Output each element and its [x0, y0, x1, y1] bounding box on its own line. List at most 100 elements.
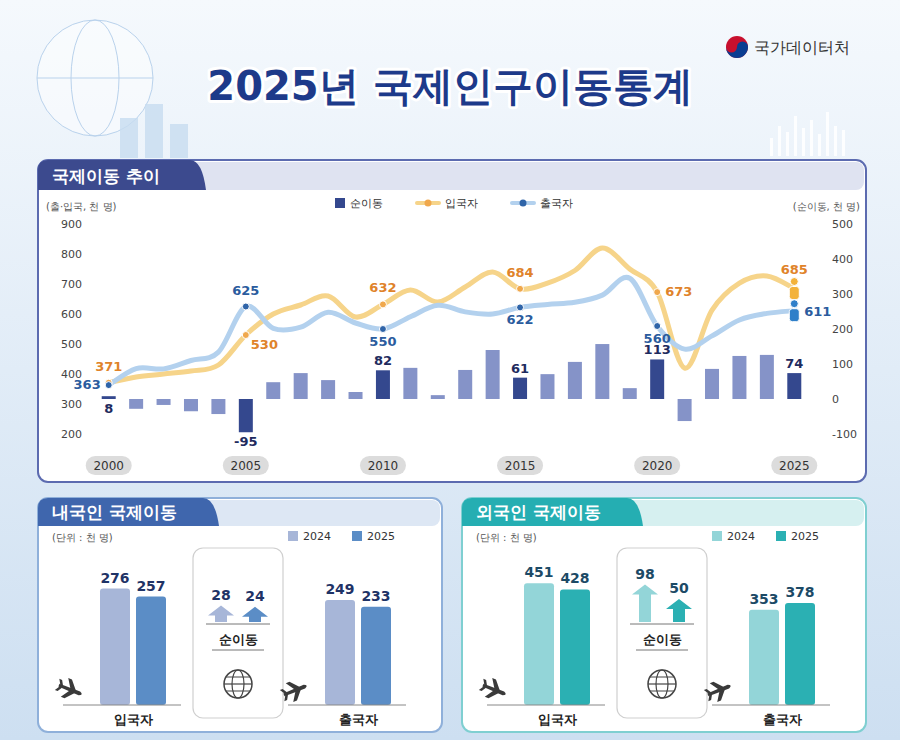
person-body — [789, 309, 799, 322]
category-label: 입국자 — [114, 712, 153, 727]
bar — [524, 583, 554, 705]
line-value-label: 632 — [369, 280, 396, 295]
x-tick-label: 2015 — [505, 459, 536, 473]
net-bar — [266, 382, 280, 399]
deco-bar — [826, 112, 829, 156]
bar-baseline — [712, 705, 830, 706]
panel — [38, 160, 866, 482]
globe-icon — [648, 670, 676, 698]
bar-value-label: -95 — [234, 434, 258, 449]
plane-wing — [710, 679, 729, 702]
bar-value-label: 428 — [560, 570, 589, 586]
bar-value-label: 82 — [374, 353, 392, 368]
bar — [749, 610, 779, 705]
net-value-label: 28 — [211, 587, 230, 603]
panel — [462, 498, 866, 732]
x-label-pill — [634, 456, 680, 475]
net-bar — [129, 399, 143, 409]
line-marker — [242, 303, 249, 310]
globe-equator — [648, 683, 676, 684]
source-logo-text: 국가데이터처 — [754, 38, 850, 57]
x-tick-label: 2005 — [231, 459, 262, 473]
line-2 — [109, 277, 795, 385]
bar-value-label: 249 — [325, 581, 354, 597]
labels: 8-95826111374371530632684673685363625550… — [74, 262, 832, 450]
plane-icon — [53, 675, 85, 703]
net-bar — [787, 373, 801, 399]
bar-value-label: 353 — [749, 591, 778, 607]
line-marker — [517, 285, 524, 292]
bar-value-label: 74 — [785, 356, 803, 371]
net-bar — [349, 392, 363, 399]
line-value-label: 530 — [251, 337, 278, 352]
legend-swatch — [776, 531, 786, 541]
globe-outline — [224, 670, 252, 698]
net-bar — [431, 395, 445, 399]
net-bar — [568, 362, 582, 399]
x-tick-label: 2020 — [642, 459, 673, 473]
bar-baseline — [63, 705, 181, 706]
legend-item: 2025 — [776, 530, 819, 543]
deco-step — [170, 124, 188, 158]
deco-bar — [778, 126, 781, 156]
plane-wing — [61, 678, 80, 701]
y-tick-label: 200 — [61, 428, 82, 441]
legend-label: 2025 — [367, 530, 395, 543]
net-baseline — [630, 624, 694, 625]
net-arrow — [666, 599, 692, 622]
bar-value-label: 61 — [511, 361, 529, 376]
line-value-label: 673 — [665, 284, 692, 299]
bar — [785, 603, 815, 705]
x-label-pill — [771, 456, 817, 475]
globe-equator — [224, 683, 252, 684]
bar-baseline — [487, 705, 605, 706]
globe-parallel — [226, 677, 250, 678]
unit-label: (단위 : 천 명) — [476, 532, 537, 543]
x-label-pill — [497, 456, 543, 475]
deco-bar — [834, 126, 837, 156]
bar — [361, 607, 391, 705]
main-title: 2025년 국제인구이동통계 — [207, 63, 692, 109]
y-tick-label: 300 — [61, 398, 82, 411]
net-bar — [321, 380, 335, 399]
panel-title: 내국인 국제이동 — [52, 502, 177, 522]
bar — [325, 600, 355, 705]
legend-swatch — [712, 531, 722, 541]
line-value-label: 684 — [506, 265, 533, 280]
legend-label: 2024 — [303, 530, 331, 543]
y2-tick-label: 500 — [832, 218, 853, 231]
category-label: 출국자 — [339, 712, 378, 727]
line-value-label: 363 — [74, 377, 101, 392]
net-value-label: 98 — [635, 566, 654, 582]
plot-area — [102, 248, 802, 432]
line-1 — [109, 248, 795, 383]
legend-item: 2024 — [712, 530, 755, 543]
plane-icon — [702, 676, 734, 704]
y-tick-label: 700 — [61, 278, 82, 291]
bar-baseline — [288, 705, 406, 706]
net-box — [617, 548, 707, 718]
net-bar — [623, 388, 637, 399]
legend-label: 순이동 — [350, 197, 383, 210]
category-label: 순이동 — [643, 632, 682, 647]
unit-label: (단위 : 천 명) — [52, 532, 113, 543]
line-marker — [654, 323, 661, 330]
net-arrow — [208, 606, 234, 622]
deco-step — [120, 118, 138, 158]
plane-tail — [55, 679, 65, 692]
net-bar — [540, 374, 554, 399]
bar — [100, 589, 130, 705]
logo-emblem — [726, 42, 748, 58]
line-value-label: 550 — [369, 334, 396, 349]
net-bar — [211, 399, 225, 414]
background — [0, 0, 900, 740]
bar-value-label: 451 — [524, 564, 553, 580]
legend-label: 출국자 — [540, 197, 573, 210]
globe-icon — [224, 670, 252, 698]
net-bar — [678, 399, 692, 421]
line-value-label: 622 — [506, 312, 533, 327]
panel-title: 국제이동 추이 — [52, 166, 160, 186]
y-tick-label: 600 — [61, 308, 82, 321]
line-marker — [654, 289, 661, 296]
legend-item: 2025 — [352, 530, 395, 543]
